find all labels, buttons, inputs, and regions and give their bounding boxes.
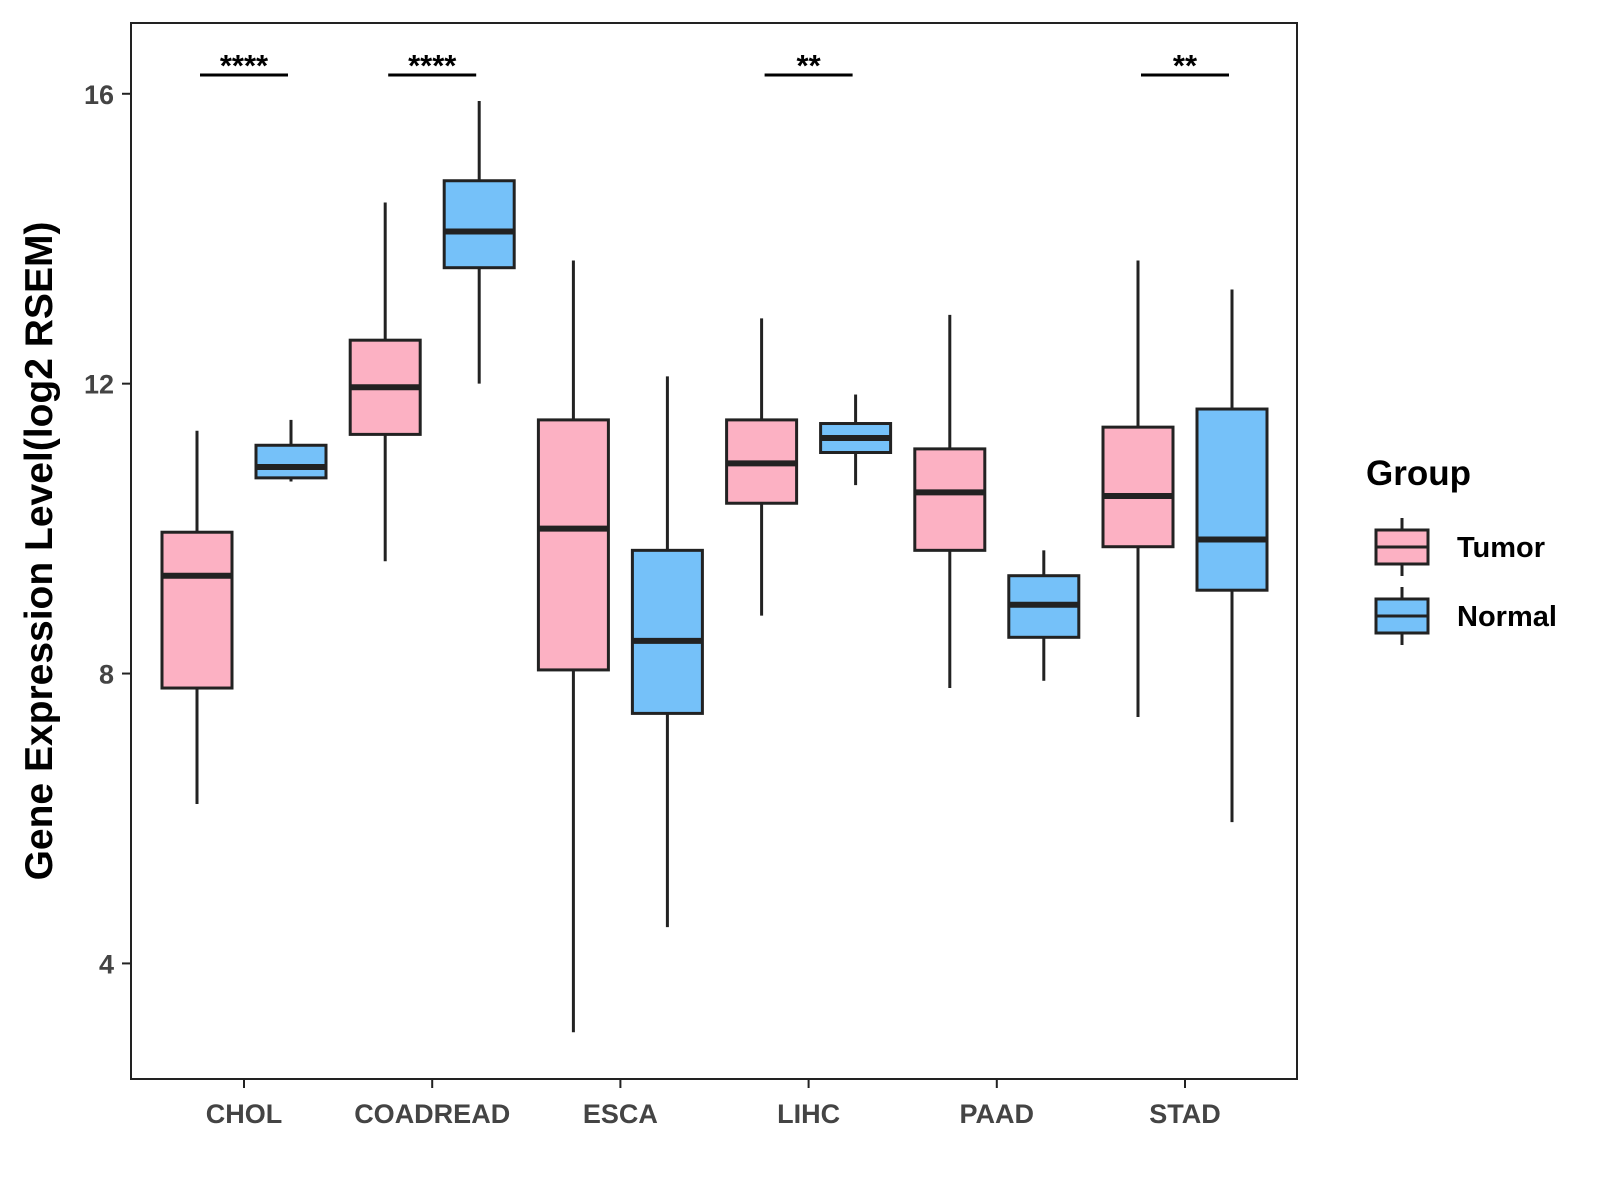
- box-iqr: [254, 443, 328, 480]
- legend-label: Normal: [1457, 601, 1557, 633]
- box-iqr: [536, 418, 610, 672]
- box-iqr: [160, 530, 234, 690]
- box-lihc-tumor: [725, 318, 799, 616]
- sig-label: **: [1173, 48, 1198, 83]
- legend-item-normal: Normal: [1374, 587, 1557, 645]
- y-axis-title: Gene Expression Level(log2 RSEM): [18, 222, 61, 881]
- panel-border: [130, 22, 1298, 1080]
- box-paad-tumor: [913, 314, 987, 689]
- boxes-layer: [160, 101, 1269, 1033]
- y-tick-label: 16: [84, 80, 114, 110]
- box-iqr: [442, 179, 516, 270]
- box-coadread-tumor: [348, 202, 422, 562]
- sig-label: ****: [220, 48, 269, 83]
- x-tick-label: STAD: [1149, 1099, 1221, 1129]
- legend-label: Tumor: [1457, 532, 1545, 564]
- box-iqr: [913, 447, 987, 552]
- legend-item-tumor: Tumor: [1374, 518, 1545, 576]
- box-iqr: [1195, 407, 1269, 592]
- box-chol-normal: [254, 419, 328, 482]
- box-lihc-normal: [819, 394, 893, 486]
- y-tick-label: 4: [99, 949, 114, 979]
- sig-lihc: **: [764, 48, 853, 83]
- y-tick-label: 8: [99, 660, 114, 690]
- y-tick-label: 12: [84, 370, 114, 400]
- x-tick-label: COADREAD: [354, 1099, 510, 1129]
- box-iqr: [1101, 425, 1175, 549]
- box-esca-normal: [630, 376, 704, 928]
- box-stad-tumor: [1101, 260, 1175, 718]
- box-stad-normal: [1195, 289, 1269, 823]
- sig-label: ****: [408, 48, 457, 83]
- x-axis: CHOL COADREAD ESCA LIHC PAAD STAD: [206, 1079, 1221, 1129]
- significance-layer: **** **** ** **: [200, 48, 1229, 83]
- sig-coadread: ****: [388, 48, 477, 83]
- box-coadread-normal: [442, 101, 516, 384]
- x-tick-label: ESCA: [583, 1099, 658, 1129]
- legend: Group Tumor Normal: [1366, 454, 1557, 645]
- y-axis: 4 8 12 16: [84, 80, 131, 979]
- box-chol-tumor: [160, 430, 234, 804]
- box-iqr: [630, 548, 704, 715]
- x-tick-label: CHOL: [206, 1099, 283, 1129]
- sig-label: **: [797, 48, 822, 83]
- box-esca-tumor: [536, 260, 610, 1033]
- legend-title: Group: [1366, 454, 1471, 493]
- box-paad-normal: [1007, 550, 1081, 681]
- x-tick-label: PAAD: [960, 1099, 1035, 1129]
- sig-chol: ****: [200, 48, 288, 83]
- sig-stad: **: [1141, 48, 1229, 83]
- x-tick-label: LIHC: [777, 1099, 840, 1129]
